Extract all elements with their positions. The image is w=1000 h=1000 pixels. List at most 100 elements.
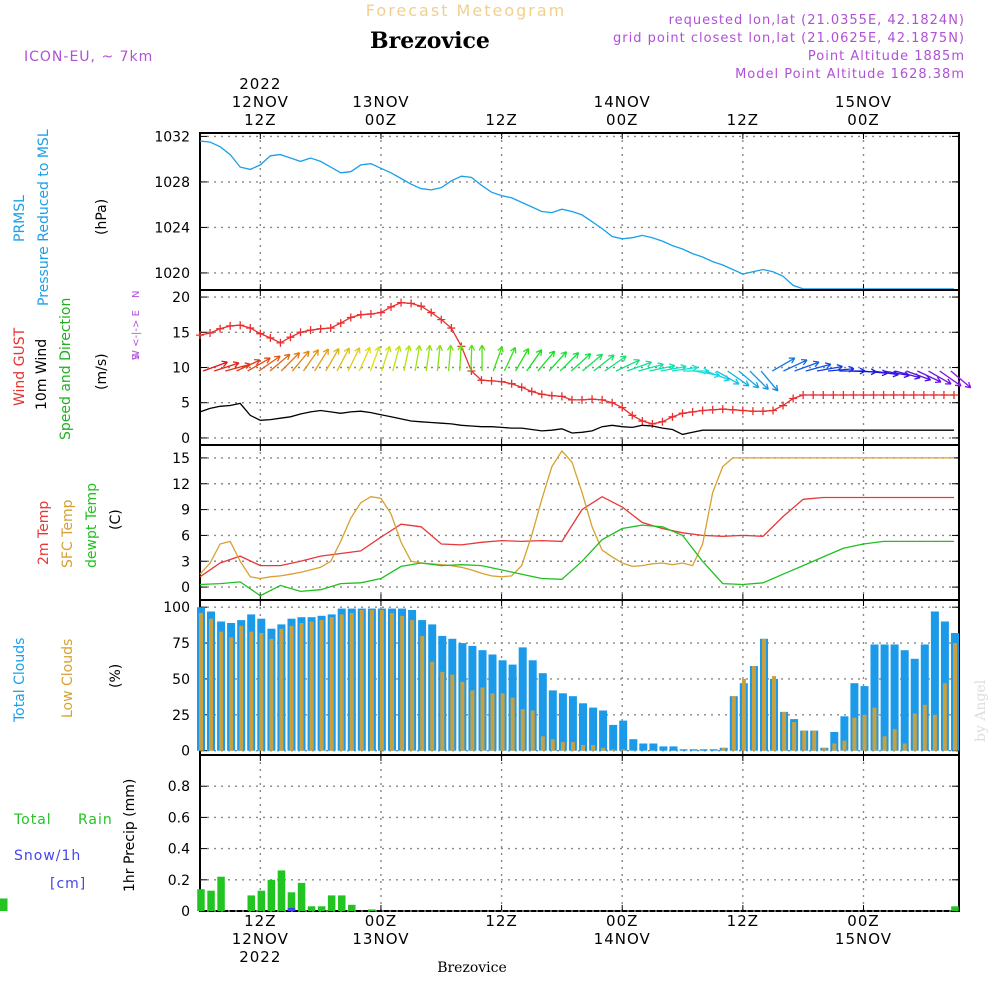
bar-rain (287, 892, 296, 911)
bar-low-clouds (792, 722, 797, 751)
bar-total-clouds (699, 749, 708, 751)
gust-marker (849, 390, 858, 399)
bar-total-clouds (528, 660, 537, 751)
bar-low-clouds (852, 717, 857, 751)
bar-total-clouds (910, 658, 919, 751)
time-label-bottom: 12Z (244, 912, 276, 930)
gust-marker (216, 324, 225, 333)
clouds-unit: (%) (108, 664, 124, 688)
gust-marker (899, 390, 908, 399)
gust-marker (246, 324, 255, 333)
gust-marker (608, 398, 617, 407)
bar-rain (951, 906, 959, 911)
series-line-sfc-temp (199, 449, 954, 580)
wind-direction-arrow (570, 352, 592, 372)
snow-unit-label: [cm] (50, 876, 86, 892)
y-tick-label: 1024 (154, 220, 190, 236)
bar-low-clouds (339, 614, 344, 751)
bar-low-clouds (269, 638, 274, 751)
gust-marker (909, 390, 918, 399)
wind-direction-arrow (414, 345, 423, 372)
gust-marker (769, 406, 778, 415)
y-tick-label: 0.4 (168, 842, 190, 858)
bar-low-clouds (379, 610, 384, 751)
gust-marker (276, 338, 285, 347)
temp2m-label: 2m Temp (36, 501, 52, 565)
wind-direction-arrow (604, 355, 627, 372)
wind-direction-arrow (514, 347, 530, 372)
bar-rain (327, 895, 336, 911)
bar-low-clouds (299, 623, 304, 751)
gust-marker (618, 403, 627, 412)
bar-rain (207, 890, 215, 911)
time-label-top: 00Z (365, 111, 397, 129)
bar-total-clouds (538, 673, 547, 751)
pressure-unit: (hPa) (94, 199, 110, 235)
time-label-top: 13NOV (352, 93, 409, 111)
wind-direction-arrow (593, 354, 615, 372)
bar-low-clouds (470, 690, 475, 751)
wind-direction-arrow (336, 347, 350, 372)
gust-marker (708, 405, 717, 414)
bar-total-clouds (518, 647, 527, 751)
bar-low-clouds (450, 674, 455, 751)
bar-low-clouds (540, 736, 545, 751)
bar-low-clouds (359, 610, 364, 751)
bar-low-clouds (832, 743, 837, 751)
bar-low-clouds (932, 714, 937, 751)
time-label-bottom: 13NOV (352, 930, 409, 948)
gust-marker (427, 308, 436, 317)
y-tick-label: 0 (181, 904, 190, 920)
gust-marker (799, 390, 808, 399)
series-line-prmsl (199, 140, 954, 290)
bar-total-clouds (629, 739, 638, 751)
panel-frame-pressure (199, 132, 960, 291)
bar-low-clouds (731, 696, 736, 751)
chart-subtitle: Forecast Meteogram (366, 1, 566, 20)
gust-marker (879, 390, 888, 399)
gust-marker (557, 392, 566, 401)
wind-direction-arrow (436, 344, 444, 372)
gust-marker (226, 321, 235, 330)
y-tick-label: 0 (181, 744, 190, 760)
bar-low-clouds (772, 676, 776, 751)
bar-low-clouds (239, 625, 244, 751)
point-altitude: Point Altitude 1885m (808, 49, 965, 64)
bar-low-clouds (872, 707, 877, 751)
bar-total-clouds (548, 690, 557, 751)
time-label-bottom: 12Z (727, 912, 759, 930)
y-tick-label: 0 (181, 431, 190, 447)
gust-marker (758, 407, 767, 416)
bar-low-clouds (842, 740, 847, 751)
gust-marker (859, 390, 868, 399)
bar-rain (297, 882, 306, 911)
bar-rain (338, 895, 346, 911)
wind-direction-arrow (392, 345, 402, 372)
pressure-label-2: Pressure Reduced to MSL (36, 129, 52, 306)
bar-low-clouds (440, 671, 445, 751)
series-line-wind-gust (199, 302, 954, 425)
y-tick-label: 1020 (154, 266, 190, 282)
wind-direction-arrow (771, 357, 796, 372)
wind-direction-arrow (213, 361, 240, 372)
y-tick-label: 9 (181, 503, 190, 519)
wind-direction-arrow (380, 345, 392, 372)
bar-total-clouds (669, 746, 678, 751)
gust-marker (547, 391, 556, 400)
y-tick-label: 50 (172, 672, 190, 688)
bar-low-clouds (369, 610, 374, 751)
wind-direction-arrow (638, 362, 664, 372)
bar-low-clouds (490, 693, 495, 751)
bar-low-clouds (279, 628, 284, 751)
bar-total-clouds (579, 703, 587, 751)
bar-low-clouds (581, 745, 585, 751)
y-tick-label: 100 (163, 600, 190, 616)
bar-low-clouds (751, 666, 756, 751)
wind-direction-arrow (760, 370, 779, 392)
bar-total-clouds (840, 716, 849, 751)
gust-marker (869, 390, 878, 399)
bar-total-clouds (880, 644, 889, 751)
wind-direction-arrow (503, 346, 517, 372)
gust-marker (256, 329, 265, 338)
